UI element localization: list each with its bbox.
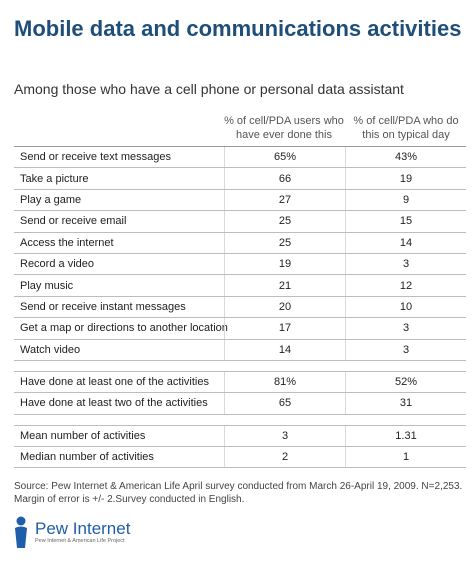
table-row: Access the internet 25 14: [14, 231, 466, 253]
table-row: Have done at least one of the activities…: [14, 370, 466, 393]
value-ever: 2: [224, 447, 345, 468]
value-typical: 3: [345, 253, 466, 275]
logo-name: Pew Internet: [35, 519, 131, 538]
table-row: Send or receive text messages 65% 43%: [14, 146, 466, 168]
row-label: Take a picture: [20, 172, 89, 185]
column-header-ever: % of cell/PDA users who have ever done t…: [224, 115, 344, 141]
table-row: Record a video 19 3: [14, 252, 466, 275]
table-row: Get a map or directions to another locat…: [14, 317, 466, 339]
row-label: Send or receive text messages: [20, 151, 172, 164]
value-typical: 3: [345, 318, 466, 339]
value-ever: 3: [224, 425, 345, 447]
page-subtitle: Among those who have a cell phone or per…: [14, 81, 404, 97]
value-ever: 20: [224, 296, 345, 318]
value-typical: 1: [345, 447, 466, 468]
row-label: Watch video: [20, 343, 81, 356]
row-label: Send or receive instant messages: [20, 300, 186, 313]
value-ever: 21: [224, 275, 345, 296]
value-ever: 66: [224, 168, 345, 189]
group-separator: [14, 359, 466, 371]
table-row: Watch video 14 3: [14, 338, 466, 360]
value-typical: 10: [345, 296, 466, 318]
value-typical: 1.31: [345, 425, 466, 447]
column-header-typical: % of cell/PDA who do this on typical day: [353, 115, 459, 141]
value-ever: 25: [224, 211, 345, 232]
value-typical: 52%: [345, 371, 466, 393]
table-row: Have done at least two of the activities…: [14, 392, 466, 414]
logo-tagline: Pew Internet & American Life Project: [35, 538, 125, 544]
table-row: Play a game 27 9: [14, 188, 466, 211]
table-row: Take a picture 66 19: [14, 167, 466, 189]
table-row: Send or receive email 25 15: [14, 210, 466, 232]
row-label: Get a map or directions to another locat…: [20, 322, 228, 335]
row-label: Record a video: [20, 258, 94, 271]
row-label: Access the internet: [20, 236, 114, 249]
value-ever: 25: [224, 232, 345, 253]
table-row: Send or receive instant messages 20 10: [14, 295, 466, 318]
person-figure-icon: [15, 516, 27, 548]
table-bottom-border: [14, 467, 466, 469]
row-label: Have done at least one of the activities: [20, 376, 209, 389]
pew-internet-logo: Pew Internet Pew Internet & American Lif…: [12, 515, 130, 549]
row-label: Play music: [20, 279, 74, 292]
page-title: Mobile data and communications activitie…: [14, 16, 462, 41]
value-ever: 19: [224, 253, 345, 275]
value-ever: 65%: [224, 147, 345, 168]
row-label: Send or receive email: [20, 215, 127, 228]
value-typical: 43%: [345, 147, 466, 168]
value-ever: 81%: [224, 371, 345, 393]
group-separator: [14, 413, 466, 425]
value-typical: 14: [345, 232, 466, 253]
value-typical: 15: [345, 211, 466, 232]
value-typical: 19: [345, 168, 466, 189]
table-row: Median number of activities 2 1: [14, 446, 466, 468]
activities-table: Send or receive text messages 65% 43% Take …: [14, 146, 466, 469]
value-ever: 17: [224, 318, 345, 339]
value-typical: 9: [345, 189, 466, 211]
table-row: Play music 21 12: [14, 274, 466, 296]
row-label: Median number of activities: [20, 451, 154, 464]
value-typical: 12: [345, 275, 466, 296]
source-note: Source: Pew Internet & American Life Apr…: [14, 481, 463, 505]
table-row: Mean number of activities 3 1.31: [14, 424, 466, 447]
row-label: Have done at least two of the activities: [20, 397, 208, 410]
value-typical: 3: [345, 339, 466, 360]
row-label: Mean number of activities: [20, 429, 146, 442]
row-label: Play a game: [20, 193, 82, 206]
value-typical: 31: [345, 393, 466, 414]
value-ever: 27: [224, 189, 345, 211]
value-ever: 65: [224, 393, 345, 414]
value-ever: 14: [224, 339, 345, 360]
